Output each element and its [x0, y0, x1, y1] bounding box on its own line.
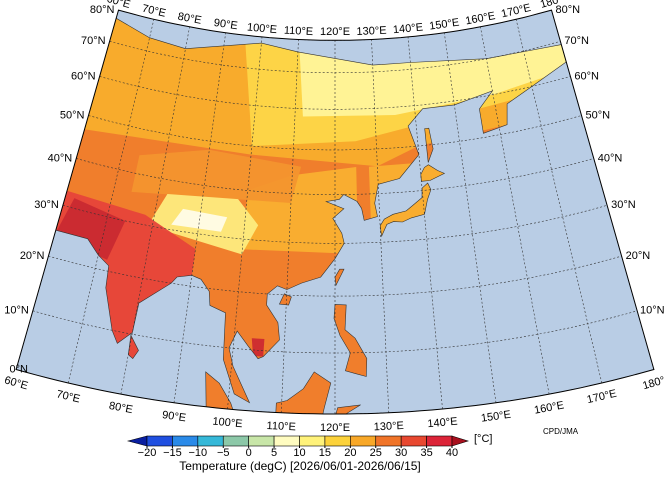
parallel [48, 255, 622, 297]
lat-label-right: 20°N [626, 250, 651, 262]
map [15, 9, 655, 415]
colorbar-tick-label: −10 [188, 447, 207, 459]
lon-label-top: 140°E [392, 21, 423, 36]
lon-label-bottom: 70°E [55, 388, 81, 405]
colorbar-segment [172, 435, 199, 447]
colorbar-tick-label: −15 [163, 447, 182, 459]
lon-label-top: 90°E [213, 17, 238, 32]
temperature-zone [54, 198, 126, 260]
colorbar-segment [426, 435, 453, 447]
lat-label-left: 10°N [4, 305, 29, 317]
colorbar-tick-label: 40 [446, 447, 458, 459]
lat-label-right: 80°N [556, 4, 581, 16]
colorbar-segment [146, 435, 173, 447]
colorbar-tick-label: 5 [271, 447, 277, 459]
lat-label-left: 40°N [48, 152, 73, 164]
coastline [379, 182, 432, 238]
parallel [99, 76, 571, 110]
landmass [332, 404, 361, 414]
lon-label-top: 120°E [320, 26, 350, 38]
lon-label-bottom: 100°E [212, 416, 243, 431]
lon-label-top: 110°E [284, 25, 314, 38]
lon-label-bottom: 160°E [533, 399, 565, 416]
lat-label-left: 20°N [20, 250, 45, 262]
lon-label-bottom: 60°E [3, 374, 29, 392]
colorbar-tick-label: −20 [138, 447, 157, 459]
lon-label-bottom: 90°E [161, 409, 186, 424]
lat-label-left: 50°N [60, 109, 85, 121]
landmass [334, 304, 367, 377]
lat-label-right: 60°N [574, 70, 599, 82]
lon-label-bottom: 180° [641, 374, 666, 392]
colorbar-tick-label: 20 [344, 447, 356, 459]
colorbar-tick-label: 35 [420, 447, 432, 459]
graticule-labels: 60°E 60°E 70°E 70°E 80°E 80°E 90°E 90°E 100°E 100… [3, 0, 666, 434]
coastline [420, 164, 446, 182]
lon-label-bottom: 170°E [586, 388, 618, 407]
coastline [127, 334, 139, 360]
lon-label-bottom: 110°E [266, 420, 296, 433]
colorbar-tick-label: 25 [370, 447, 382, 459]
colorbar-segment [273, 435, 300, 447]
lon-label-top: 60°E [105, 0, 131, 11]
lon-label-bottom: 140°E [427, 416, 458, 431]
lat-label-right: 70°N [564, 35, 589, 47]
parallel [76, 158, 594, 195]
lon-label-bottom: 150°E [480, 409, 511, 425]
coastline [278, 293, 292, 306]
colorbar-segment [248, 435, 275, 447]
lat-label-left: 70°N [81, 35, 106, 47]
coastline [331, 404, 361, 414]
lon-label-bottom: 130°E [374, 420, 405, 433]
landmass [279, 293, 292, 306]
colorbar-tick-label: 0 [246, 447, 252, 459]
lon-label-top: 180° [539, 0, 564, 11]
lon-label-top: 160°E [464, 10, 496, 27]
colorbar: −20 −15 −10 −5 0 5 10 15 20 25 30 35 40 [126, 435, 470, 459]
lat-label-right: 40°N [598, 152, 623, 164]
colorbar-high-triangle [451, 435, 470, 447]
landmass [275, 371, 331, 414]
lat-label-right: 10°N [640, 305, 665, 317]
lon-label-bottom: 80°E [108, 400, 134, 416]
parallel [109, 41, 561, 74]
lon-label-top: 70°E [141, 3, 167, 20]
colorbar-unit: [°C] [474, 433, 492, 445]
colorbar-segment [375, 435, 402, 447]
credit: CPD/JMA [543, 427, 579, 436]
lat-label-right: 30°N [611, 199, 636, 211]
colorbar-tick-label: 15 [319, 447, 331, 459]
parallel [88, 115, 582, 151]
coastline [333, 304, 368, 377]
colorbar-tick-label: −5 [217, 447, 230, 459]
coastline [16, 10, 602, 404]
colorbar-segment [299, 435, 326, 447]
lon-label-bottom: 120°E [320, 422, 350, 434]
lat-label-right: 50°N [586, 109, 611, 121]
lat-label-left: 0°N [10, 363, 29, 375]
temperature-zone [131, 149, 302, 203]
colorbar-segment [400, 435, 427, 447]
colorbar-segment [222, 435, 249, 447]
lat-label-left: 80°N [90, 4, 115, 16]
colorbar-segment [324, 435, 351, 447]
temperature-zone [251, 338, 265, 357]
lon-label-top: 100°E [246, 21, 277, 36]
coastline [334, 268, 345, 287]
lat-label-left: 60°N [71, 70, 96, 82]
colorbar-tick-label: 30 [395, 447, 407, 459]
colorbar-segment [197, 435, 224, 447]
colorbar-title: Temperature (degC) [2026/06/01-2026/06/1… [179, 459, 421, 473]
colorbar-segment [350, 435, 377, 447]
coastline [424, 127, 434, 163]
lon-label-top: 80°E [177, 11, 203, 27]
colorbar-low-triangle [126, 435, 148, 447]
colorbar-tick-label: 10 [293, 447, 305, 459]
lon-label-top: 150°E [429, 17, 460, 33]
coastline [274, 371, 332, 414]
lat-label-left: 30°N [34, 199, 59, 211]
lon-label-top: 130°E [356, 25, 387, 38]
map-frame [15, 9, 655, 415]
